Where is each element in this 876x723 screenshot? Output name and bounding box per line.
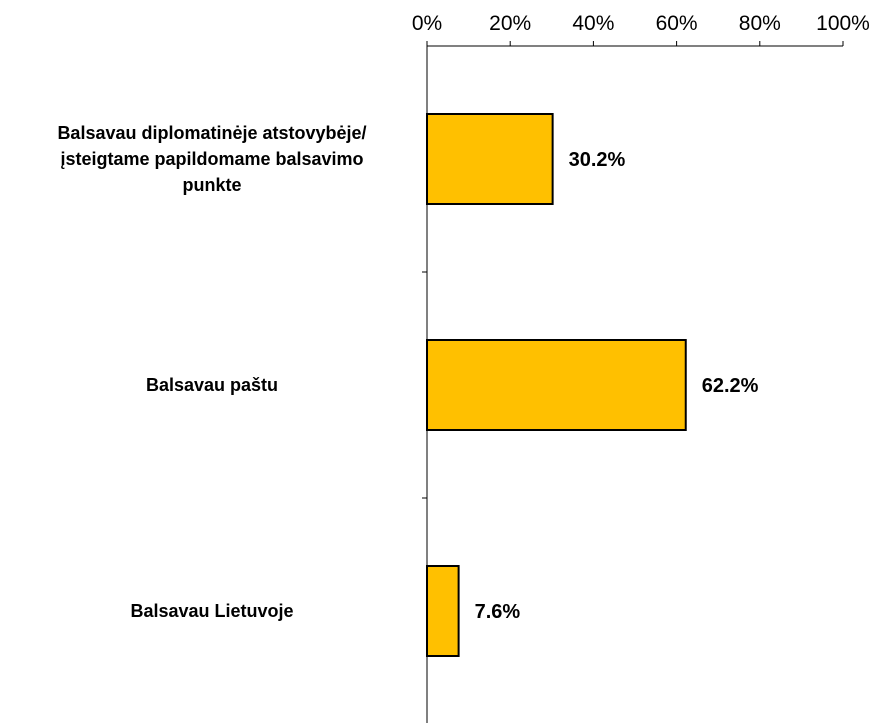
data-label: 62.2% — [702, 375, 759, 397]
bar — [426, 565, 460, 657]
data-label: 30.2% — [569, 149, 626, 171]
category-label: įsteigtame papildomame balsavimo — [60, 149, 363, 169]
x-tick-label: 20% — [489, 12, 531, 35]
bar — [426, 339, 687, 431]
bar — [426, 113, 554, 205]
category-label: punkte — [182, 175, 241, 195]
x-tick-label: 60% — [656, 12, 698, 35]
category-label: Balsavau Lietuvoje — [130, 601, 293, 621]
data-label: 7.6% — [475, 601, 521, 623]
x-tick-label: 80% — [739, 12, 781, 35]
x-tick-label: 100% — [816, 12, 870, 35]
category-label: Balsavau paštu — [146, 375, 278, 395]
category-label: Balsavau diplomatinėje atstovybėje/ — [57, 123, 366, 143]
x-tick-label: 0% — [412, 12, 442, 35]
x-tick-label: 40% — [572, 12, 614, 35]
